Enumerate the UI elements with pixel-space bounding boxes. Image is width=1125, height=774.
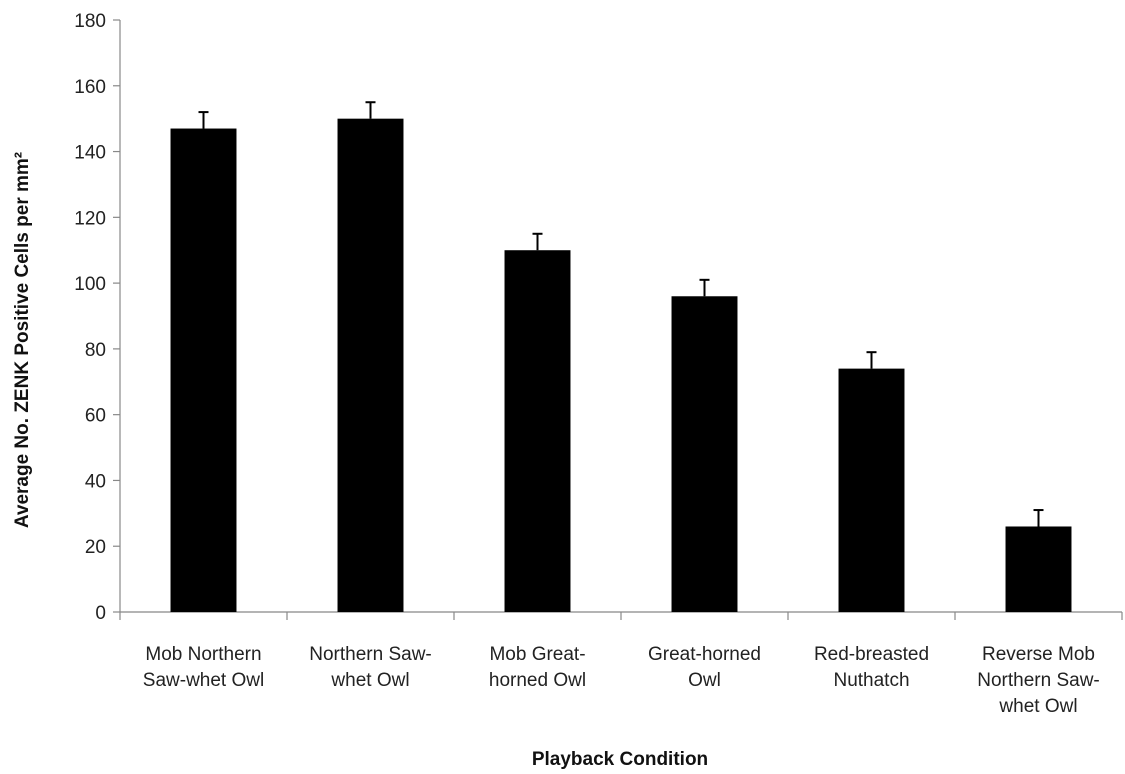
x-tick-label: Great-horned Owl bbox=[648, 644, 761, 691]
y-tick-label: 80 bbox=[85, 340, 106, 361]
y-tick-label: 160 bbox=[74, 77, 106, 98]
x-tick-label: Mob Great-horned Owl bbox=[489, 644, 586, 691]
y-axis-title: Average No. ZENK Positive Cells per mm² bbox=[12, 152, 33, 528]
plot-area: 0 20 40 60 80 100 120 140 160 180 Mob Northern Saw-… bbox=[74, 11, 1123, 717]
y-tick-label: 140 bbox=[74, 143, 106, 164]
x-tick-label: Reverse Mob Northern Saw-whet Owl bbox=[977, 644, 1100, 717]
bar bbox=[838, 368, 905, 612]
y-tick-label: 100 bbox=[74, 274, 106, 295]
y-tick-label: 40 bbox=[85, 471, 106, 492]
x-axis-title: Playback Condition bbox=[532, 749, 708, 770]
y-tick-label: 180 bbox=[74, 11, 106, 32]
bar bbox=[337, 118, 404, 613]
y-tick-label: 20 bbox=[85, 537, 106, 558]
x-tick-label: Mob Northern Saw-whet Owl bbox=[143, 644, 264, 691]
bar bbox=[1005, 526, 1072, 612]
bar bbox=[170, 128, 237, 613]
y-tick-label: 0 bbox=[95, 603, 106, 624]
x-tick-label: Red-breasted Nuthatch bbox=[814, 644, 929, 691]
x-tick-label: Northern Saw-whet Owl bbox=[309, 644, 432, 691]
y-tick-label: 60 bbox=[85, 406, 106, 427]
bar bbox=[671, 296, 738, 612]
bar bbox=[504, 250, 571, 612]
y-tick-label: 120 bbox=[74, 208, 106, 229]
